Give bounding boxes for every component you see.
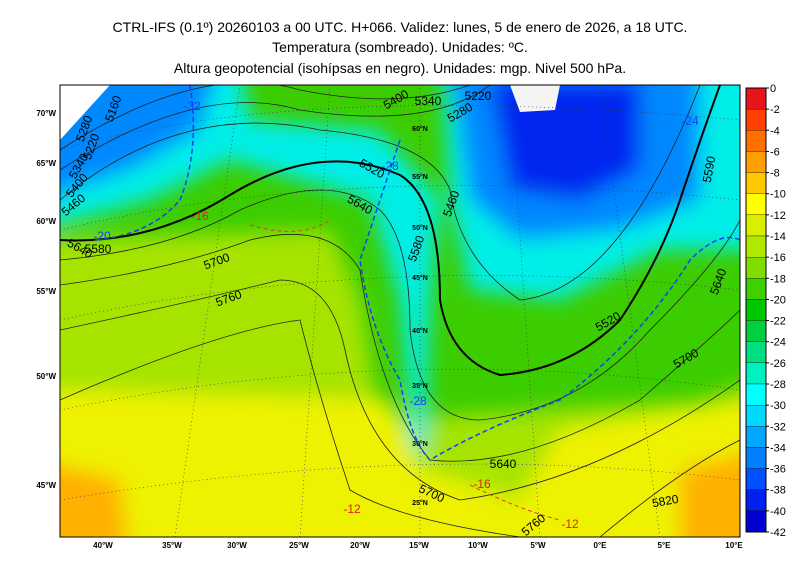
colorbar-label: -38 <box>770 485 786 497</box>
colorbar-label: -2 <box>770 104 780 116</box>
colorbar-label: -10 <box>770 189 786 201</box>
colorbar-frame <box>745 87 767 533</box>
colorbar-box <box>745 87 767 110</box>
colorbar-label: -12 <box>770 210 786 222</box>
lon-axis-label: 25°W <box>289 541 309 550</box>
colorbar-box <box>745 172 767 194</box>
colorbar-box <box>745 130 767 152</box>
lat-axis-label: 70°W <box>36 109 56 118</box>
lat-axis-label: 65°W <box>36 159 56 168</box>
colorbar-box <box>745 489 767 512</box>
colorbar-box <box>745 383 767 406</box>
colorbar-label: -8 <box>770 168 780 180</box>
lat-axis-label: 55°W <box>36 287 56 296</box>
lat-axis-label: 45°W <box>36 481 56 490</box>
colorbar-box <box>745 214 767 237</box>
lon-axis-label: 30°W <box>227 541 247 550</box>
colorbar-label: -30 <box>770 400 786 412</box>
colorbar-label: -32 <box>770 421 786 433</box>
colorbar-box <box>745 447 767 469</box>
colorbar-label: 0 <box>770 83 776 95</box>
colorbar-box <box>745 278 767 300</box>
colorbar-box <box>745 426 767 448</box>
colorbar-box <box>745 320 767 342</box>
lat-label: 25°N <box>412 499 428 507</box>
colorbar-box <box>745 235 767 258</box>
colorbar-label: -18 <box>770 273 786 285</box>
colorbar-box <box>745 256 767 279</box>
temperature-label: -20 <box>93 229 111 243</box>
lat-label: 40°N <box>412 327 428 335</box>
temperature-label: -12 <box>343 502 361 516</box>
colorbar-box <box>745 468 767 490</box>
colorbar-box <box>745 404 767 427</box>
lon-axis-label: 0°E <box>594 541 608 550</box>
temperature-label: -28 <box>409 394 427 408</box>
colorbar-label: -28 <box>770 379 786 391</box>
lon-axis-label: 40°W <box>93 541 113 550</box>
height-label: 5580 <box>85 242 112 256</box>
lat-label: 35°N <box>412 382 428 390</box>
lon-axis-label: 20°W <box>350 541 370 550</box>
colorbar-label: -14 <box>770 231 786 243</box>
colorbar-label: -6 <box>770 146 780 158</box>
title-line: Altura geopotencial (isohípsas en negro)… <box>174 60 626 76</box>
colorbar-label: -24 <box>770 337 786 349</box>
height-label: 5640 <box>490 457 517 471</box>
height-label: 5340 <box>415 94 442 108</box>
colorbar-box <box>745 341 767 364</box>
lat-label: 30°N <box>412 440 428 448</box>
temperature-label: -24 <box>681 114 699 128</box>
temperature-label: -32 <box>183 99 201 113</box>
colorbar-box <box>745 510 767 533</box>
colorbar-label: -4 <box>770 125 780 137</box>
colorbar-label: -34 <box>770 442 786 454</box>
height-label: 5220 <box>465 89 492 103</box>
height-label: 5820 <box>651 492 680 510</box>
colorbar-box <box>745 108 767 131</box>
title-line: Temperatura (sombreado). Unidades: ºC. <box>272 39 528 55</box>
temperature-label: -16 <box>191 209 209 223</box>
temperature-label: -16 <box>473 477 491 491</box>
map <box>60 85 740 537</box>
lon-axis-label: 15°W <box>409 541 429 550</box>
map-frame <box>59 84 741 538</box>
lon-axis-label: 5°W <box>530 541 546 550</box>
colorbar-box <box>745 193 767 216</box>
temperature-label: -28 <box>381 159 399 173</box>
lat-label: 60°N <box>412 125 428 133</box>
lon-axis-label: 5°E <box>658 541 672 550</box>
colorbar-label: -26 <box>770 358 786 370</box>
colorbar-label: -42 <box>770 527 786 539</box>
colorbar-box <box>745 362 767 385</box>
colorbar-label: -20 <box>770 294 786 306</box>
temperature-label: -12 <box>561 517 579 531</box>
colorbar-label: -16 <box>770 252 786 264</box>
colorbar-label: -40 <box>770 506 786 518</box>
colorbar-box <box>745 151 767 173</box>
lat-label: 45°N <box>412 274 428 282</box>
colorbar-label: -36 <box>770 464 786 476</box>
lat-label: 50°N <box>412 224 428 232</box>
colorbar-label: -22 <box>770 316 786 328</box>
lon-axis-label: 10°E <box>725 541 743 550</box>
colorbar-box <box>745 299 767 321</box>
lat-axis-label: 50°W <box>36 372 56 381</box>
lat-label: 55°N <box>412 173 428 181</box>
height-label: 5590 <box>700 155 718 184</box>
title-line: CTRL-IFS (0.1º) 20260103 a 00 UTC. H+066… <box>113 19 688 35</box>
lon-axis-label: 10°W <box>468 541 488 550</box>
lat-axis-label: 60°W <box>36 217 56 226</box>
lon-axis-label: 35°W <box>162 541 182 550</box>
